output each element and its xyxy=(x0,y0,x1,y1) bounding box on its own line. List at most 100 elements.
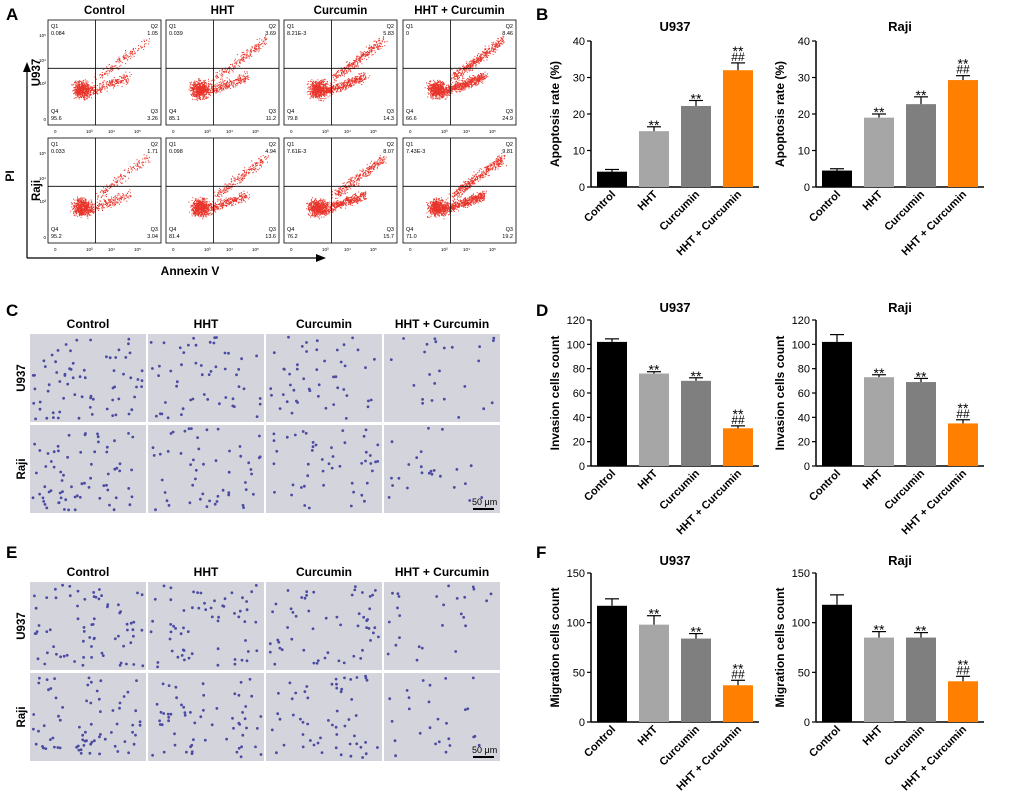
x-tick-label: HHT xyxy=(636,467,661,492)
micrograph-col-header: HHT + Curcumin xyxy=(395,565,489,579)
quadrant-value-q2: 9.81 xyxy=(502,149,513,155)
quadrant-value-q3: 3.04 xyxy=(147,234,158,240)
micrograph-col-header: Curcumin xyxy=(296,317,352,331)
y-tick-label: 40 xyxy=(798,36,810,48)
micrograph xyxy=(30,582,146,670)
flow-tick: 10⁵ xyxy=(134,129,141,134)
quadrant-value-q2: 1.05 xyxy=(147,31,158,37)
flow-tick: 10⁴ xyxy=(39,176,46,181)
y-tick-label: 80 xyxy=(573,364,585,376)
flow-tick: 10³ xyxy=(322,129,329,134)
bar xyxy=(948,681,978,722)
micrograph-background xyxy=(266,334,382,422)
bar xyxy=(906,104,936,187)
y-tick-label: 40 xyxy=(573,36,585,48)
micrograph xyxy=(30,673,146,761)
y-tick-label: 150 xyxy=(792,568,810,580)
chart-title: U937 xyxy=(659,553,690,568)
significance-star: ** xyxy=(649,117,660,133)
significance-star: ** xyxy=(691,90,702,106)
x-tick-label: HHT xyxy=(861,723,886,748)
micrograph-col-header: Curcumin xyxy=(296,565,352,579)
quadrant-value-q1: 7.61E-3 xyxy=(287,149,306,155)
y-axis-label: Migration cells count xyxy=(773,587,787,707)
flow-tick: 10⁵ xyxy=(134,247,141,252)
quadrant-name-q1: Q1 xyxy=(169,24,176,30)
quadrant-name-q1: Q1 xyxy=(406,24,413,30)
micrograph-col-header: Control xyxy=(67,565,110,579)
invasion-micrographs: Control HHT Curcumin HHT + Curcumin U937 Raji… xyxy=(16,317,500,513)
significance-star: ** xyxy=(958,56,969,72)
flow-events xyxy=(188,35,268,101)
flow-x-axis-label: Annexin V xyxy=(161,264,220,278)
stained-cells xyxy=(31,337,144,421)
micrograph-col-header: HHT + Curcumin xyxy=(395,317,489,331)
quadrant-name-q4: Q4 xyxy=(169,109,176,115)
flow-col-header: Curcumin xyxy=(314,5,368,17)
bar xyxy=(681,105,711,187)
y-tick-label: 10 xyxy=(798,146,810,158)
quadrant-value-q1: 0 xyxy=(406,31,409,37)
flow-tick: 10³ xyxy=(322,247,329,252)
micrograph-background xyxy=(30,334,146,422)
bar-chart-f-u937: U937 0 50 100 150 Migration cells count Contro… xyxy=(548,553,759,793)
flow-tick: 0 xyxy=(43,235,46,240)
y-tick-label: 0 xyxy=(804,717,810,729)
significance-star: ** xyxy=(958,400,969,416)
quadrant-value-q3: 15.7 xyxy=(383,234,394,240)
significance-star: ** xyxy=(733,406,744,422)
flow-tick: 0 xyxy=(172,247,175,252)
quadrant-name-q4: Q4 xyxy=(51,227,58,233)
micrograph xyxy=(148,582,264,670)
flow-tick: 10⁵ xyxy=(489,129,496,134)
quadrant-name-q1: Q1 xyxy=(406,142,413,148)
quadrant-value-q2: 8.46 xyxy=(502,31,513,37)
quadrant-name-q4: Q4 xyxy=(51,109,58,115)
flow-y-arrowhead xyxy=(23,62,31,72)
micrograph xyxy=(384,582,500,670)
micrograph-background xyxy=(148,334,264,422)
significance-star: ** xyxy=(958,656,969,672)
quadrant-name-q3: Q3 xyxy=(506,227,513,233)
quadrant-name-q3: Q3 xyxy=(151,109,158,115)
flow-tick: 0 xyxy=(409,247,412,252)
x-tick-label: Curcumin xyxy=(657,467,702,512)
quadrant-name-q2: Q2 xyxy=(151,24,158,30)
flow-y-axis-label: PI xyxy=(3,170,17,181)
bar xyxy=(597,171,627,187)
quadrant-value-q3: 11.2 xyxy=(266,116,276,122)
micrograph-background xyxy=(266,582,382,670)
bar xyxy=(948,80,978,187)
quadrant-value-q2: 3.69 xyxy=(265,31,276,37)
flow-tick: 10⁵ xyxy=(370,247,377,252)
panel-letter-a: A xyxy=(6,5,18,24)
flow-tick: 10⁴ xyxy=(344,129,351,134)
quadrant-value-q3: 19.2 xyxy=(502,234,513,240)
y-axis-label: Migration cells count xyxy=(548,587,562,707)
x-tick-label: Curcumin xyxy=(882,723,927,768)
significance-star: ** xyxy=(691,368,702,384)
micrograph-row-label: U937 xyxy=(16,364,28,392)
y-tick-label: 20 xyxy=(573,437,585,449)
flow-tick: 10⁴ xyxy=(344,247,351,252)
significance-hash: ## xyxy=(956,407,970,421)
y-tick-label: 100 xyxy=(792,618,810,630)
micrograph-background xyxy=(30,673,146,761)
quadrant-value-q2: 8.07 xyxy=(383,149,394,155)
quadrant-name-q2: Q2 xyxy=(387,142,394,148)
micrograph xyxy=(30,425,146,513)
y-axis-label: Apoptosis rate (%) xyxy=(548,61,562,167)
significance-hash: ## xyxy=(731,50,745,64)
flow-tick: 0 xyxy=(290,247,293,252)
micrograph-col-header: Control xyxy=(67,317,110,331)
micrograph xyxy=(384,673,500,761)
y-tick-label: 0 xyxy=(579,461,585,473)
y-tick-label: 30 xyxy=(573,73,585,85)
x-tick-label: Control xyxy=(807,468,843,504)
significance-hash: ## xyxy=(731,413,745,427)
flow-col-header: Control xyxy=(84,5,125,17)
flow-tick: 0 xyxy=(54,129,57,134)
